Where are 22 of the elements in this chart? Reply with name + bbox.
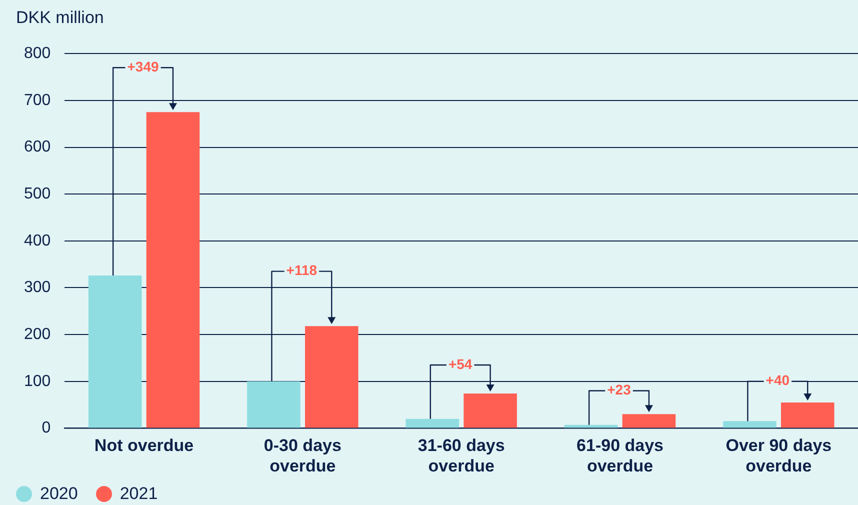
annotation: +40 — [766, 372, 790, 388]
y-tick-label: 800 — [24, 45, 51, 62]
legend-label: 2020 — [40, 484, 78, 504]
annotation: +23 — [607, 382, 632, 398]
y-tick-label: 500 — [24, 185, 51, 202]
x-tick-label: 61-90 days overdue — [576, 436, 664, 476]
annotation: +54 — [448, 356, 472, 372]
y-tick-label: 0 — [42, 420, 51, 437]
x-tick-label: Not overdue — [94, 436, 194, 456]
y-tick-label: 700 — [24, 92, 51, 109]
y-tick-label: 100 — [24, 372, 51, 390]
y-tick-label: 200 — [24, 326, 51, 343]
annotation: +349 — [127, 58, 159, 75]
x-tick-label: 0-30 days overdue — [264, 436, 342, 476]
y-tick-label: 300 — [24, 279, 51, 296]
y-tick-label: 600 — [24, 138, 51, 156]
x-tick-label: Over 90 days overdue — [726, 436, 832, 476]
x-tick-label: 31-60 days overdue — [418, 436, 505, 476]
y-axis-title: DKK million — [16, 8, 104, 28]
y-tick-label: 400 — [24, 232, 51, 250]
legend-label: 2021 — [120, 484, 158, 504]
annotation: +118 — [286, 262, 318, 278]
